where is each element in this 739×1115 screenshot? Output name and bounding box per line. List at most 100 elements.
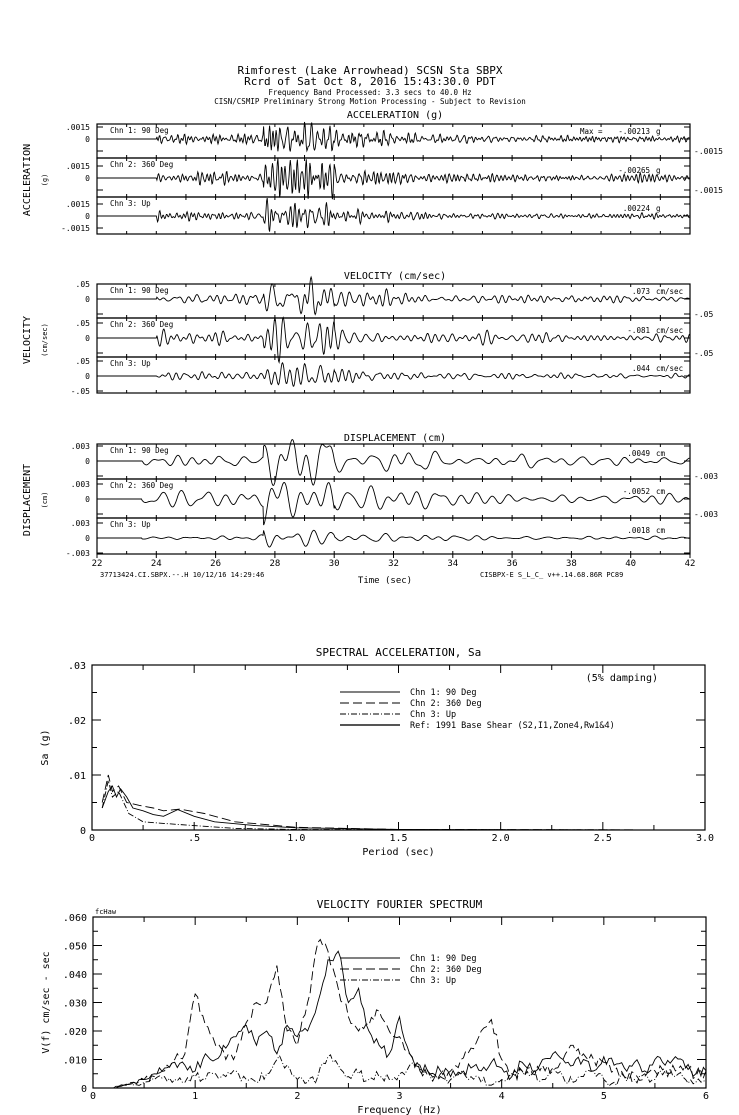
y-tick-label: 0 (85, 372, 90, 381)
x-tick-label: 30 (329, 559, 340, 569)
x-axis-label: Frequency (Hz) (357, 1105, 441, 1115)
x-axis-label: Period (sec) (362, 847, 434, 858)
y-tick-label: .03 (68, 661, 86, 672)
channel-max-value: .0018 (627, 526, 650, 535)
y-axis-label: Sa (g) (40, 729, 51, 765)
waveform-trace (97, 121, 690, 153)
channel-max-value: -.00265 (618, 166, 650, 175)
y-tick-label: -.0015 (694, 186, 723, 195)
x-tick-label: 3.0 (696, 833, 714, 844)
damping-note: (5% damping) (586, 673, 658, 684)
fourier-spectrum-chart: VELOCITY FOURIER SPECTRUM .060 .050 .040 .03… (41, 898, 709, 1115)
channel-label: Chn 2: 360 Deg (110, 160, 173, 169)
channel-max-unit: cm (656, 526, 666, 535)
x-tick-label: 2.0 (492, 833, 510, 844)
panel-title: VELOCITY (cm/sec) (344, 271, 446, 282)
y-tick-label: .05 (76, 357, 91, 366)
x-tick-label: .5 (188, 833, 200, 844)
channel-label: Chn 1: 90 Deg (110, 126, 169, 135)
x-tick-label: 1.0 (287, 833, 305, 844)
y-tick-label: 0 (85, 334, 90, 343)
channel-max-unit: g (656, 204, 661, 213)
legend-label: Chn 1: 90 Deg (410, 954, 477, 964)
time-series-panel-velocity: VELOCITY (cm/sec) VELOCITY (cm/sec) .05 0 -.0… (22, 271, 713, 396)
x-tick-label: 5 (601, 1091, 607, 1102)
y-tick-label: -.003 (66, 549, 90, 558)
plot-tag: fcHaw (95, 908, 117, 916)
y-tick-label: .020 (63, 1027, 87, 1038)
x-tick-label: 42 (685, 559, 696, 569)
spectrum-series-2 (93, 938, 707, 1089)
y-tick-label: .050 (63, 942, 87, 953)
y-tick-label: .040 (63, 970, 87, 981)
y-tick-label: .030 (63, 999, 87, 1010)
spectrum-series-3 (93, 1054, 707, 1089)
channel-label: Chn 2: 360 Deg (110, 320, 173, 329)
y-tick-label: .003 (71, 480, 90, 489)
x-tick-label: 34 (447, 559, 458, 569)
waveform-trace (97, 529, 690, 548)
x-tick-label: 24 (151, 559, 162, 569)
y-tick-label: .02 (68, 716, 86, 727)
x-tick-label: 3 (396, 1091, 402, 1102)
y-tick-label: .05 (76, 319, 91, 328)
y-tick-label: 0 (81, 1084, 87, 1095)
y-axis-label: ACCELERATION (22, 144, 33, 216)
x-tick-label: 1.5 (389, 833, 407, 844)
y-tick-label: .003 (71, 442, 90, 451)
legend-label: Chn 2: 360 Deg (410, 965, 482, 975)
x-tick-label: 36 (507, 559, 518, 569)
y-axis-label: V(f) cm/sec - sec (41, 951, 52, 1053)
y-tick-label: 0 (80, 826, 86, 837)
time-series-panel-displacement: DISPLACEMENT (cm) DISPLACEMENT (cm) .003 0 -.… (22, 433, 718, 586)
waveform-trace (97, 316, 690, 364)
x-tick-label: 4 (499, 1091, 505, 1102)
channel-max-unit: cm/sec (656, 326, 683, 335)
processing-note: CISN/CSMIP Preliminary Strong Motion Pro… (214, 97, 526, 106)
y-tick-label: 0 (85, 457, 90, 466)
channel-max-value: -.0052 (623, 487, 650, 496)
channel-frame (96, 443, 691, 480)
y-tick-label: -.05 (71, 387, 90, 396)
y-axis-unit: (cm/sec) (41, 323, 49, 357)
y-tick-label: 0 (85, 534, 90, 543)
spectrum-series-1 (101, 785, 706, 831)
x-axis-label: Time (sec) (358, 576, 412, 586)
channel-label: Chn 2: 360 Deg (110, 481, 173, 490)
channel-max-unit: cm (656, 449, 666, 458)
y-tick-label: .060 (63, 913, 87, 924)
legend-label: Chn 1: 90 Deg (410, 688, 477, 698)
channel-max-value: -.081 (627, 326, 650, 335)
spectrum-series-1 (93, 950, 707, 1089)
x-tick-label: 40 (625, 559, 636, 569)
x-tick-label: 1 (192, 1091, 198, 1102)
y-tick-label: .05 (76, 280, 91, 289)
channel-label: Chn 1: 90 Deg (110, 286, 169, 295)
y-tick-label: -.0015 (61, 224, 90, 233)
report-header: Rimforest (Lake Arrowhead) SCSN Sta SBPX… (214, 64, 526, 106)
time-series-panel-acceleration: ACCELERATION (g) ACCELERATION (g) .0015 0 -.0… (22, 110, 723, 235)
chart-title: VELOCITY FOURIER SPECTRUM (317, 898, 483, 911)
y-axis-label: VELOCITY (22, 316, 33, 364)
panel-title: DISPLACEMENT (cm) (344, 433, 446, 444)
y-tick-label: .0015 (66, 200, 90, 209)
waveform-trace (97, 158, 690, 200)
waveform-trace (97, 198, 690, 232)
y-axis-unit: (cm) (41, 492, 49, 509)
x-tick-label: 0 (89, 833, 95, 844)
legend-label: Chn 3: Up (410, 710, 456, 720)
chart-title: SPECTRAL ACCELERATION, Sa (316, 646, 482, 659)
record-time: Rcrd of Sat Oct 8, 2016 15:43:30.0 PDT (244, 75, 496, 88)
y-tick-label: 0 (85, 135, 90, 144)
channel-label: Chn 1: 90 Deg (110, 446, 169, 455)
legend-label: Chn 2: 360 Deg (410, 699, 482, 709)
y-tick-label: .010 (63, 1056, 87, 1067)
legend-label: Chn 3: Up (410, 976, 456, 986)
channel-max-value: .073 (632, 287, 650, 296)
x-tick-label: 26 (210, 559, 221, 569)
spectral-acceleration-chart: SPECTRAL ACCELERATION, Sa .03 .02 .01 00 .5 1.… (40, 646, 714, 858)
x-tick-label: 0 (90, 1091, 96, 1102)
station-title: Rimforest (Lake Arrowhead) SCSN Sta SBPX (238, 64, 503, 77)
channel-max-unit: cm/sec (656, 364, 683, 373)
panel-title: ACCELERATION (g) (347, 110, 443, 121)
